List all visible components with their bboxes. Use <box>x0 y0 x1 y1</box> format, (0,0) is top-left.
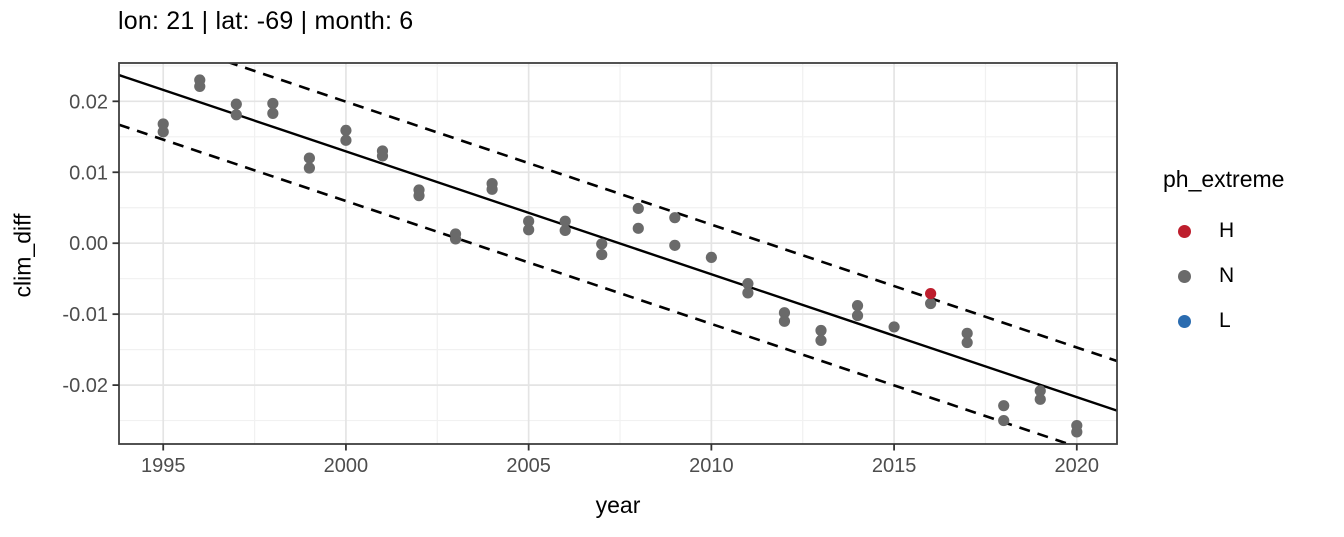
data-point-n <box>559 215 571 227</box>
data-point-n <box>376 150 389 162</box>
x-tick-label: 2010 <box>689 455 734 477</box>
data-point-n <box>194 80 206 93</box>
data-point-n <box>1034 385 1046 397</box>
data-point-n <box>961 336 973 349</box>
data-point-n <box>596 238 608 250</box>
data-point-n <box>230 98 242 110</box>
y-tick-label: -0.01 <box>62 304 108 326</box>
data-point-n <box>303 152 315 164</box>
data-point-n <box>815 334 827 347</box>
data-point-n <box>303 162 315 174</box>
legend-label-h: H <box>1219 219 1235 242</box>
data-point-n <box>486 183 498 195</box>
data-point-n <box>632 202 644 215</box>
x-tick-label: 2015 <box>872 455 917 477</box>
legend-item-n: N <box>1178 263 1234 289</box>
data-point-n <box>632 222 644 234</box>
data-point-n <box>1071 426 1083 438</box>
data-point-n <box>851 309 864 322</box>
legend-label-n: N <box>1219 264 1235 287</box>
data-point-n <box>742 278 754 290</box>
legend: ph_extreme H N L <box>1163 0 1341 537</box>
legend-item-l: L <box>1178 308 1231 334</box>
legend-title: ph_extreme <box>1163 166 1285 192</box>
panel-border <box>118 62 1118 445</box>
data-point-h <box>925 287 937 300</box>
chart-title: lon: 21 | lat: -69 | month: 6 <box>118 7 414 35</box>
interval-line-upper <box>226 63 1117 363</box>
data-point-n <box>925 297 937 310</box>
data-point-n <box>523 215 535 227</box>
legend-label-l: L <box>1219 309 1231 332</box>
y-tick-label: 0.02 <box>69 91 108 113</box>
data-point-n <box>888 321 900 333</box>
legend-dot-l-icon <box>1178 314 1191 328</box>
x-tick-label: 2005 <box>506 455 551 477</box>
data-point-n <box>998 414 1010 427</box>
data-point-n <box>778 307 791 319</box>
data-point-n <box>523 224 535 236</box>
legend-dot-n-icon <box>1178 269 1191 283</box>
y-tick-label: 0.01 <box>69 162 108 184</box>
y-axis-label: clim_diff <box>9 213 36 298</box>
x-tick-label: 2020 <box>1055 455 1100 477</box>
data-point-n <box>157 126 169 138</box>
x-tick-label: 1995 <box>141 455 186 477</box>
data-point-n <box>778 315 791 327</box>
y-tick-label: -0.02 <box>62 375 108 397</box>
data-point-n <box>669 239 681 251</box>
data-point-n <box>851 300 864 312</box>
data-point-n <box>705 251 717 264</box>
data-point-n <box>559 224 571 237</box>
data-point-n <box>961 327 973 339</box>
data-point-n <box>742 287 754 299</box>
data-point-n <box>669 212 681 224</box>
data-point-n <box>815 324 827 337</box>
data-point-n <box>449 233 462 245</box>
trend-line <box>119 73 1117 412</box>
x-axis-label: year <box>595 492 641 518</box>
x-tick-label: 2000 <box>324 455 369 477</box>
data-point-n <box>230 109 242 121</box>
data-point-n <box>998 400 1010 412</box>
data-point-n <box>340 134 352 146</box>
data-point-n <box>413 190 425 202</box>
data-point-n <box>596 248 608 261</box>
y-tick-label: 0.00 <box>69 233 108 255</box>
data-point-n <box>157 118 169 130</box>
legend-item-h: H <box>1178 218 1234 244</box>
legend-dot-h-icon <box>1178 224 1191 238</box>
data-point-n <box>267 97 279 110</box>
data-point-n <box>267 107 279 119</box>
data-point-n <box>1034 393 1046 405</box>
data-point-n <box>340 124 352 137</box>
interval-line-lower <box>119 123 1073 444</box>
